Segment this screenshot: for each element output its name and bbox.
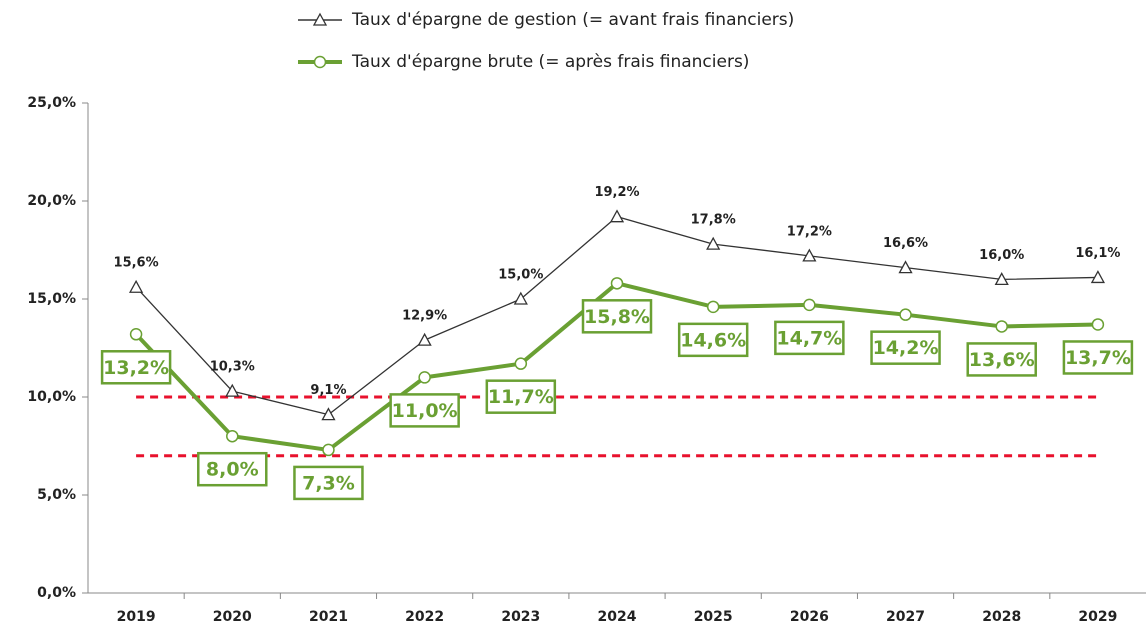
point	[994, 272, 1009, 286]
x-tick-label: 2027	[886, 609, 925, 625]
value-label-box	[485, 379, 557, 414]
x-tick-label: 2020	[213, 609, 252, 625]
value-label-box	[293, 465, 364, 501]
x-tick-label: 2029	[1078, 609, 1117, 625]
x-tick-label: 2023	[501, 609, 540, 625]
value-label: 16,6%	[883, 236, 928, 251]
point	[1090, 270, 1106, 284]
y-tick-label: 10,0%	[27, 389, 76, 405]
point	[609, 209, 625, 223]
y-tick-label: 5,0%	[37, 487, 76, 503]
legend-item: Taux d'épargne brute (= après frais fina…	[298, 52, 749, 72]
legend-marker	[313, 55, 327, 69]
point	[128, 279, 144, 293]
point	[513, 291, 528, 305]
point	[321, 407, 336, 421]
y-tick-label: 0,0%	[37, 585, 76, 601]
legend-marker	[312, 12, 328, 26]
y-tick-label: 15,0%	[27, 291, 76, 307]
value-label: 8,0%	[206, 459, 259, 481]
point	[1091, 318, 1105, 331]
y-tick-label: 20,0%	[27, 193, 76, 209]
value-label: 9,1%	[310, 383, 346, 398]
x-tick-label: 2025	[694, 609, 733, 625]
value-label: 15,6%	[114, 256, 159, 271]
x-tick-label: 2024	[598, 609, 637, 625]
x-tick-label: 2028	[982, 609, 1021, 625]
series: 15,6% 10,3% 9,1% 12,9% 15,0% 19,2% 17,8% 17,2% 1…	[114, 185, 1120, 421]
value-label-box	[966, 342, 1037, 377]
value-label-box	[100, 350, 172, 385]
x-tick-label: 2021	[309, 609, 348, 625]
value-label: 12,9%	[402, 309, 447, 324]
legend-label: Taux d'épargne de gestion (= avant frais…	[351, 10, 794, 30]
value-label-box	[870, 330, 941, 365]
value-label-box	[774, 320, 845, 356]
value-label: 7,3%	[302, 472, 355, 494]
value-label-box	[1062, 340, 1134, 375]
x-tick-label: 2022	[405, 609, 444, 625]
point	[899, 308, 912, 321]
value-label: 11,7%	[488, 386, 554, 408]
value-label-box	[677, 322, 749, 358]
value-label: 13,2%	[103, 357, 169, 379]
series: 13,2% 8,0% 7,3% 11,0% 11,7% 15,8% 14,6% 14,7% 14…	[100, 277, 1134, 501]
y-tick-label: 25,0%	[27, 95, 76, 111]
value-label: 13,7%	[1065, 347, 1131, 369]
point	[610, 277, 624, 290]
value-label: 17,8%	[691, 213, 736, 228]
value-label: 11,0%	[392, 400, 458, 422]
value-label: 16,1%	[1075, 246, 1120, 261]
value-label: 14,2%	[873, 337, 939, 359]
point	[803, 298, 816, 312]
value-label-box	[581, 299, 653, 334]
point	[706, 236, 721, 250]
point	[802, 248, 817, 262]
value-label: 15,0%	[498, 268, 543, 283]
point	[417, 332, 432, 346]
value-label-box	[389, 393, 460, 428]
value-label-box	[197, 451, 268, 487]
point	[706, 300, 720, 314]
value-label: 17,2%	[787, 224, 832, 239]
point	[514, 357, 528, 370]
point	[418, 371, 431, 384]
value-label: 19,2%	[594, 185, 639, 200]
legend-label: Taux d'épargne brute (= après frais fina…	[351, 52, 749, 72]
value-label: 16,0%	[979, 248, 1024, 263]
value-label: 14,6%	[680, 329, 746, 351]
x-tick-label: 2019	[117, 609, 156, 625]
point	[129, 328, 143, 341]
point	[898, 260, 913, 274]
value-label: 15,8%	[584, 306, 650, 328]
point	[225, 383, 240, 397]
point	[322, 443, 335, 457]
value-label: 10,3%	[210, 360, 255, 375]
x-tick-label: 2026	[790, 609, 829, 625]
point	[226, 429, 239, 443]
value-label: 13,6%	[969, 349, 1035, 371]
legend-item: Taux d'épargne de gestion (= avant frais…	[298, 10, 794, 30]
value-label: 14,7%	[776, 327, 842, 349]
point	[995, 320, 1008, 333]
